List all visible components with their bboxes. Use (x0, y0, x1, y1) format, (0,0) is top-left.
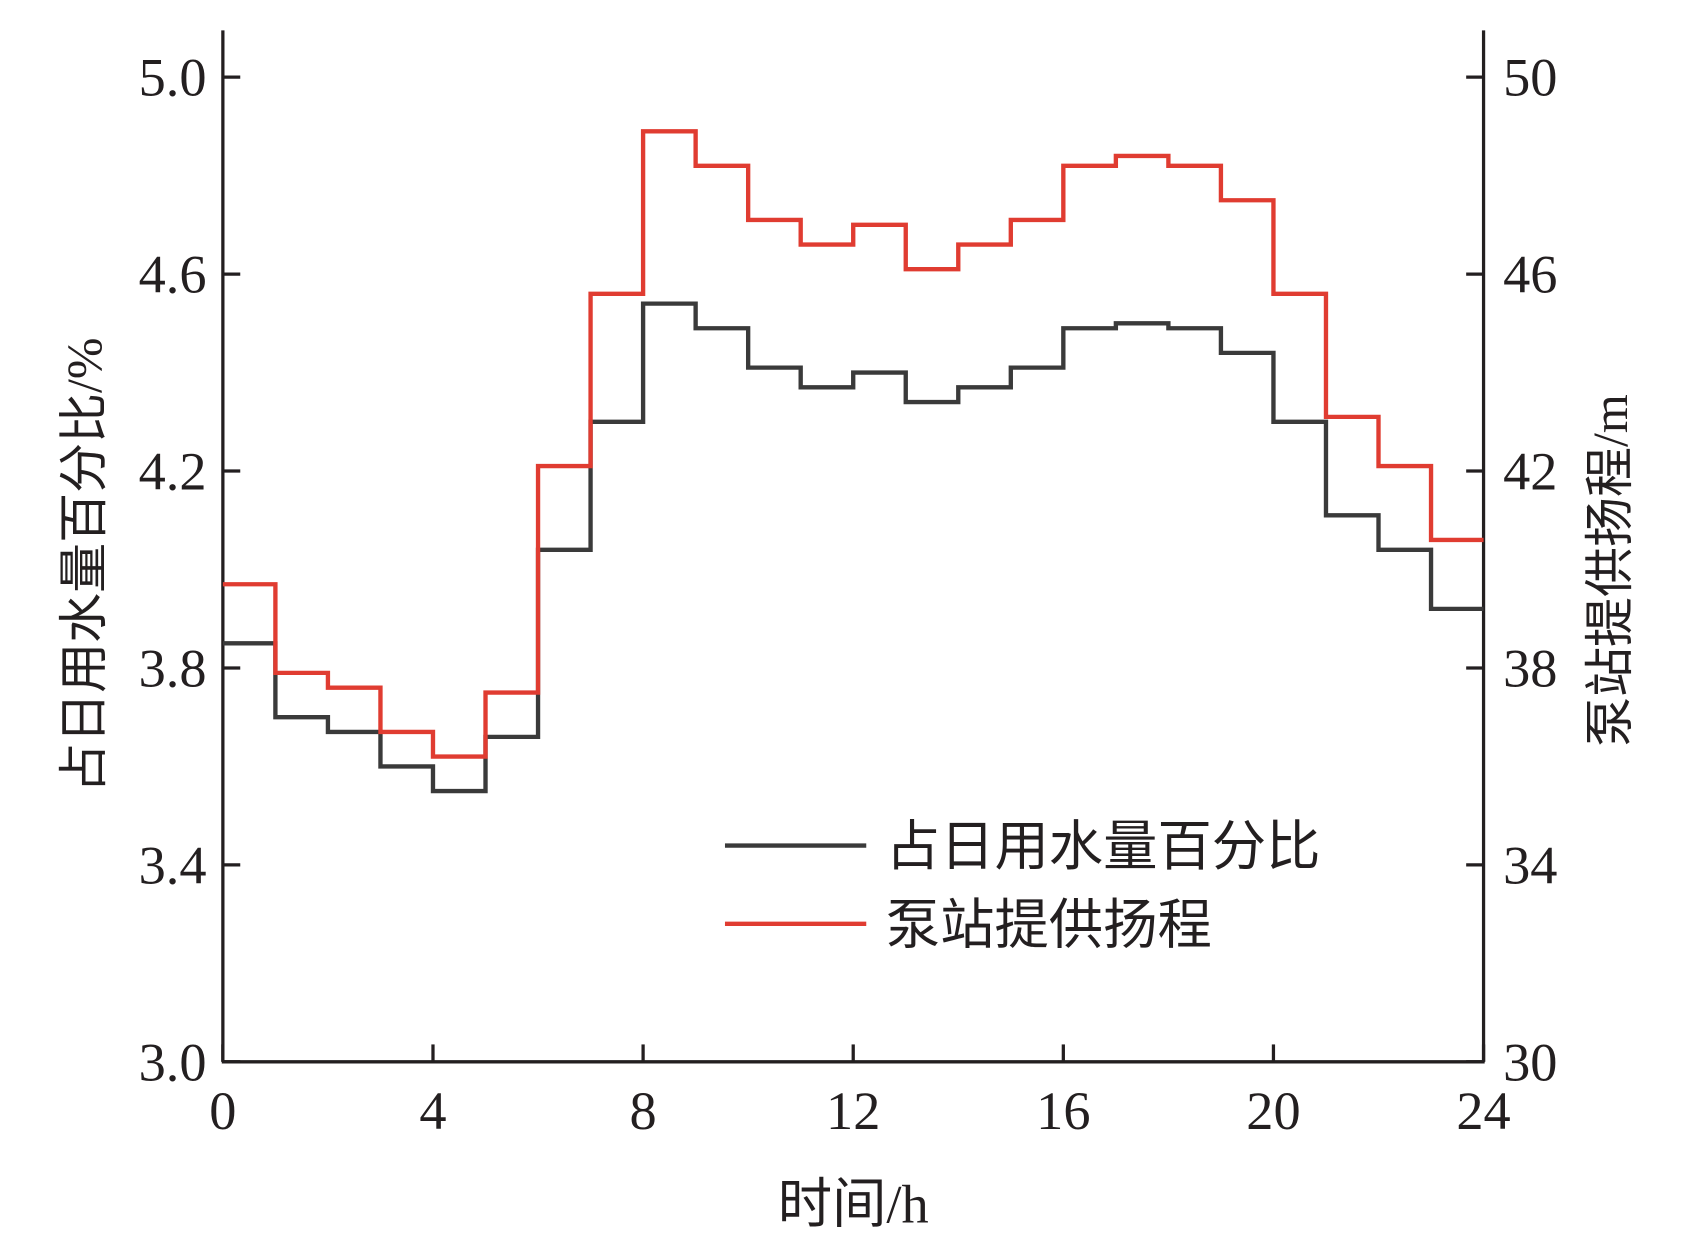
axes: 0 4 8 12 16 20 24 3.0 3.4 3.8 4.2 4.6 5.0 30 34 38 42 46 5… (139, 30, 1557, 1141)
y-right-tick-label: 50 (1503, 48, 1557, 108)
x-axis-label: 时间/h (778, 1175, 929, 1235)
series-line-pump-head (222, 129, 1484, 759)
y-left-tick-label: 5.0 (139, 48, 207, 108)
x-tick-label: 20 (1246, 1081, 1300, 1141)
x-tick-label: 4 (419, 1081, 446, 1141)
y-left-tick-label: 3.8 (139, 638, 207, 698)
y-left-tick-label: 3.4 (139, 835, 207, 895)
y-left-tick-label: 4.6 (139, 245, 207, 305)
x-tick-label: 12 (826, 1081, 880, 1141)
y-left-tick-label: 3.0 (139, 1032, 207, 1092)
legend-label-pump-head: 泵站提供扬程 (886, 895, 1212, 955)
legend-label-water-use: 占日用水量百分比 (886, 817, 1321, 877)
y-axis-left-label: 占日用水量百分比/% (56, 337, 112, 792)
y-right-tick-label: 38 (1503, 638, 1557, 698)
series-group (222, 129, 1484, 794)
x-tick-label: 0 (209, 1081, 236, 1141)
y-right-tick-label: 30 (1503, 1032, 1557, 1092)
x-tick-label: 16 (1036, 1081, 1090, 1141)
y-left-tick-label: 4.2 (139, 441, 207, 501)
x-tick-label: 24 (1456, 1081, 1510, 1141)
legend: 占日用水量百分比 泵站提供扬程 (724, 817, 1321, 955)
y-right-tick-label: 46 (1503, 245, 1557, 305)
series-line-water-use (222, 301, 1484, 794)
y-right-tick-label: 42 (1503, 441, 1557, 501)
y-right-tick-label: 34 (1503, 835, 1557, 895)
y-axis-right-label: 泵站提供扬程/m (1582, 394, 1638, 747)
x-tick-label: 8 (630, 1081, 657, 1141)
